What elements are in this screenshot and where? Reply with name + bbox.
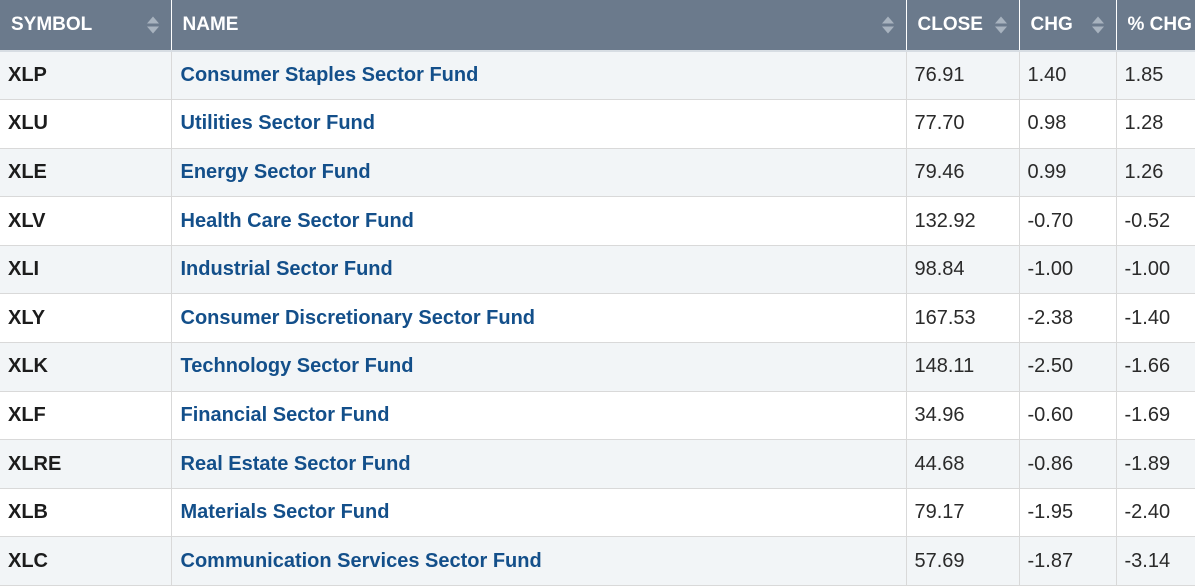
fund-name-link[interactable]: Industrial Sector Fund [180,258,393,281]
column-header-pct-chg[interactable]: % CHG [1116,0,1195,52]
column-header-close-label: CLOSE [917,14,983,35]
close-cell: 57.69 [906,536,1020,587]
pct-chg-cell: -1.00 [1116,245,1195,295]
column-header-chg[interactable]: CHG [1019,0,1117,52]
close-cell: 148.11 [906,342,1020,392]
symbol-cell: XLE [0,148,172,198]
column-header-name[interactable]: NAME [171,0,907,52]
symbol-cell: XLRE [0,439,172,489]
pct-chg-cell: -1.89 [1116,439,1195,489]
close-cell: 167.53 [906,293,1020,344]
column-header-symbol[interactable]: SYMBOL [0,0,172,52]
symbol-cell: XLK [0,342,172,392]
symbol-cell: XLV [0,196,172,246]
header-row: SYMBOL NAME CLOSE [0,0,1195,52]
chg-cell: -1.00 [1019,245,1117,295]
name-cell: Real Estate Sector Fund [171,439,907,489]
name-cell: Energy Sector Fund [171,148,907,198]
close-cell: 79.17 [906,488,1020,538]
chg-cell: -0.60 [1019,391,1117,441]
fund-name-link[interactable]: Financial Sector Fund [180,403,390,426]
chg-cell: -2.50 [1019,342,1117,392]
table-row: XLI Industrial Sector Fund 98.84 -1.00 -… [0,245,1195,295]
close-cell: 132.92 [906,196,1020,246]
chg-cell: -0.70 [1019,196,1117,246]
column-header-symbol-label: SYMBOL [11,14,93,35]
pct-chg-cell: -3.14 [1116,536,1195,587]
close-cell: 44.68 [906,439,1020,489]
chg-cell: -1.95 [1019,488,1117,538]
fund-name-link[interactable]: Utilities Sector Fund [180,112,375,135]
pct-chg-cell: 1.28 [1116,99,1195,149]
column-header-chg-label: CHG [1030,14,1073,35]
pct-chg-cell: -1.69 [1116,391,1195,441]
table-row: XLE Energy Sector Fund 79.46 0.99 1.26 [0,148,1195,198]
close-cell: 98.84 [906,245,1020,295]
fund-name-link[interactable]: Technology Sector Fund [180,355,414,378]
fund-name-link[interactable]: Consumer Discretionary Sector Fund [180,306,536,329]
name-cell: Consumer Discretionary Sector Fund [171,293,907,344]
pct-chg-cell: -0.52 [1116,196,1195,246]
symbol-cell: XLB [0,488,172,538]
sort-arrows-icon[interactable] [994,16,1007,34]
symbol-cell: XLC [0,536,172,587]
fund-name-link[interactable]: Consumer Staples Sector Fund [180,64,479,87]
table-row: XLU Utilities Sector Fund 77.70 0.98 1.2… [0,99,1195,149]
name-cell: Health Care Sector Fund [171,196,907,246]
sort-arrows-icon[interactable] [881,16,894,34]
pct-chg-cell: 1.85 [1116,51,1195,101]
name-cell: Consumer Staples Sector Fund [171,51,907,101]
chg-cell: -0.86 [1019,439,1117,489]
name-cell: Communication Services Sector Fund [171,536,907,587]
chg-cell: 1.40 [1019,51,1117,101]
name-cell: Industrial Sector Fund [171,245,907,295]
column-header-pct-chg-label: % CHG [1127,14,1192,35]
table-row: XLRE Real Estate Sector Fund 44.68 -0.86… [0,439,1195,489]
table-row: XLK Technology Sector Fund 148.11 -2.50 … [0,342,1195,392]
fund-name-link[interactable]: Communication Services Sector Fund [180,549,542,572]
column-header-close[interactable]: CLOSE [906,0,1020,52]
pct-chg-cell: -1.66 [1116,342,1195,392]
chg-cell: 0.99 [1019,148,1117,198]
pct-chg-cell: -1.40 [1116,293,1195,344]
symbol-cell: XLF [0,391,172,441]
sort-arrows-icon[interactable] [146,16,159,34]
symbol-cell: XLY [0,293,172,344]
table-row: XLV Health Care Sector Fund 132.92 -0.70… [0,196,1195,246]
table-header: SYMBOL NAME CLOSE [0,0,1195,52]
fund-name-link[interactable]: Energy Sector Fund [180,160,371,183]
table-row: XLC Communication Services Sector Fund 5… [0,536,1195,587]
name-cell: Materials Sector Fund [171,488,907,538]
sort-arrows-icon[interactable] [1091,16,1104,34]
table-body: XLP Consumer Staples Sector Fund 76.91 1… [0,51,1195,587]
chg-cell: -1.87 [1019,536,1117,587]
name-cell: Technology Sector Fund [171,342,907,392]
symbol-cell: XLP [0,51,172,101]
fund-name-link[interactable]: Materials Sector Fund [180,501,390,524]
close-cell: 77.70 [906,99,1020,149]
fund-name-link[interactable]: Health Care Sector Fund [180,209,414,232]
symbol-cell: XLU [0,99,172,149]
table-row: XLY Consumer Discretionary Sector Fund 1… [0,293,1195,344]
pct-chg-cell: 1.26 [1116,148,1195,198]
chg-cell: -2.38 [1019,293,1117,344]
pct-chg-cell: -2.40 [1116,488,1195,538]
name-cell: Financial Sector Fund [171,391,907,441]
table-row: XLP Consumer Staples Sector Fund 76.91 1… [0,51,1195,101]
table-row: XLF Financial Sector Fund 34.96 -0.60 -1… [0,391,1195,441]
name-cell: Utilities Sector Fund [171,99,907,149]
close-cell: 34.96 [906,391,1020,441]
column-header-name-label: NAME [182,14,239,35]
table-row: XLB Materials Sector Fund 79.17 -1.95 -2… [0,488,1195,538]
fund-name-link[interactable]: Real Estate Sector Fund [180,452,411,475]
close-cell: 79.46 [906,148,1020,198]
symbol-cell: XLI [0,245,172,295]
close-cell: 76.91 [906,51,1020,101]
chg-cell: 0.98 [1019,99,1117,149]
